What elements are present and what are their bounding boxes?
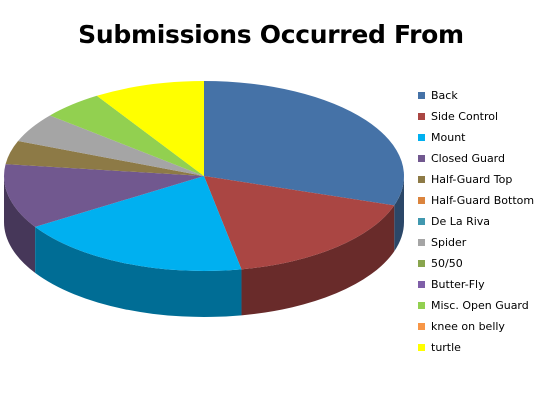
pie-slice-mount [35,176,242,272]
legend-swatch [418,197,425,204]
legend-item-50-50: 50/50 [418,253,542,274]
legend-swatch [418,155,425,162]
legend-label: 50/50 [431,257,463,270]
legend-item-half-guard-top: Half-Guard Top [418,169,542,190]
legend-label: Spider [431,236,467,249]
legend-item-misc-open-guard: Misc. Open Guard [418,295,542,316]
pie-side-mount [35,226,242,318]
legend-swatch [418,260,425,267]
legend-swatch [418,281,425,288]
pie-slice-turtle [96,81,204,176]
pie-slice-side-control [204,176,395,270]
legend-label: De La Riva [431,215,491,228]
legend-item-back: Back [418,85,542,106]
legend-swatch [418,239,425,246]
legend-item-knee-on-belly: knee on belly [418,316,542,337]
chart-title: Submissions Occurred From [78,20,464,49]
legend-label: knee on belly [431,320,505,333]
legend-item-closed-guard: Closed Guard [418,148,542,169]
legend-label: Half-Guard Bottom [431,194,535,207]
chart-legend: Back Side Control Mount Closed Guard Half-Gu… [418,85,542,358]
legend-swatch [418,113,425,120]
legend-swatch [418,218,425,225]
pie-tops [4,81,405,272]
pie-side-side-control [241,205,395,316]
pie-sides [4,176,404,318]
legend-label: Misc. Open Guard [431,299,529,312]
legend-item-half-guard-bottom: Half-Guard Bottom [418,190,542,211]
legend-swatch [418,134,425,141]
pie-slice-half-guard-top [5,141,204,176]
pie-slice-misc-open-guard [49,95,205,176]
legend-label: Mount [431,131,466,144]
legend-item-spider: Spider [418,232,542,253]
legend-swatch [418,323,425,330]
legend-item-butter-fly: Butter-Fly [418,274,542,295]
legend-item-mount: Mount [418,127,542,148]
legend-item-side-control: Side Control [418,106,542,127]
pie-slice-closed-guard [4,164,205,227]
pie-slice-spider [18,115,204,176]
legend-swatch [418,92,425,99]
legend-item-turtle: turtle [418,337,542,358]
legend-label: Side Control [431,110,499,123]
legend-label: Back [431,89,458,102]
pie-slice-back [204,81,405,206]
legend-label: turtle [431,341,461,354]
legend-label: Half-Guard Top [431,173,513,186]
pie-side-back [394,176,404,252]
legend-item-de-la-riva: De La Riva [418,211,542,232]
pie-side-closed-guard [4,176,36,273]
legend-swatch [418,302,425,309]
legend-label: Butter-Fly [431,278,485,291]
legend-label: Closed Guard [431,152,505,165]
legend-swatch [418,176,425,183]
legend-swatch [418,344,425,351]
